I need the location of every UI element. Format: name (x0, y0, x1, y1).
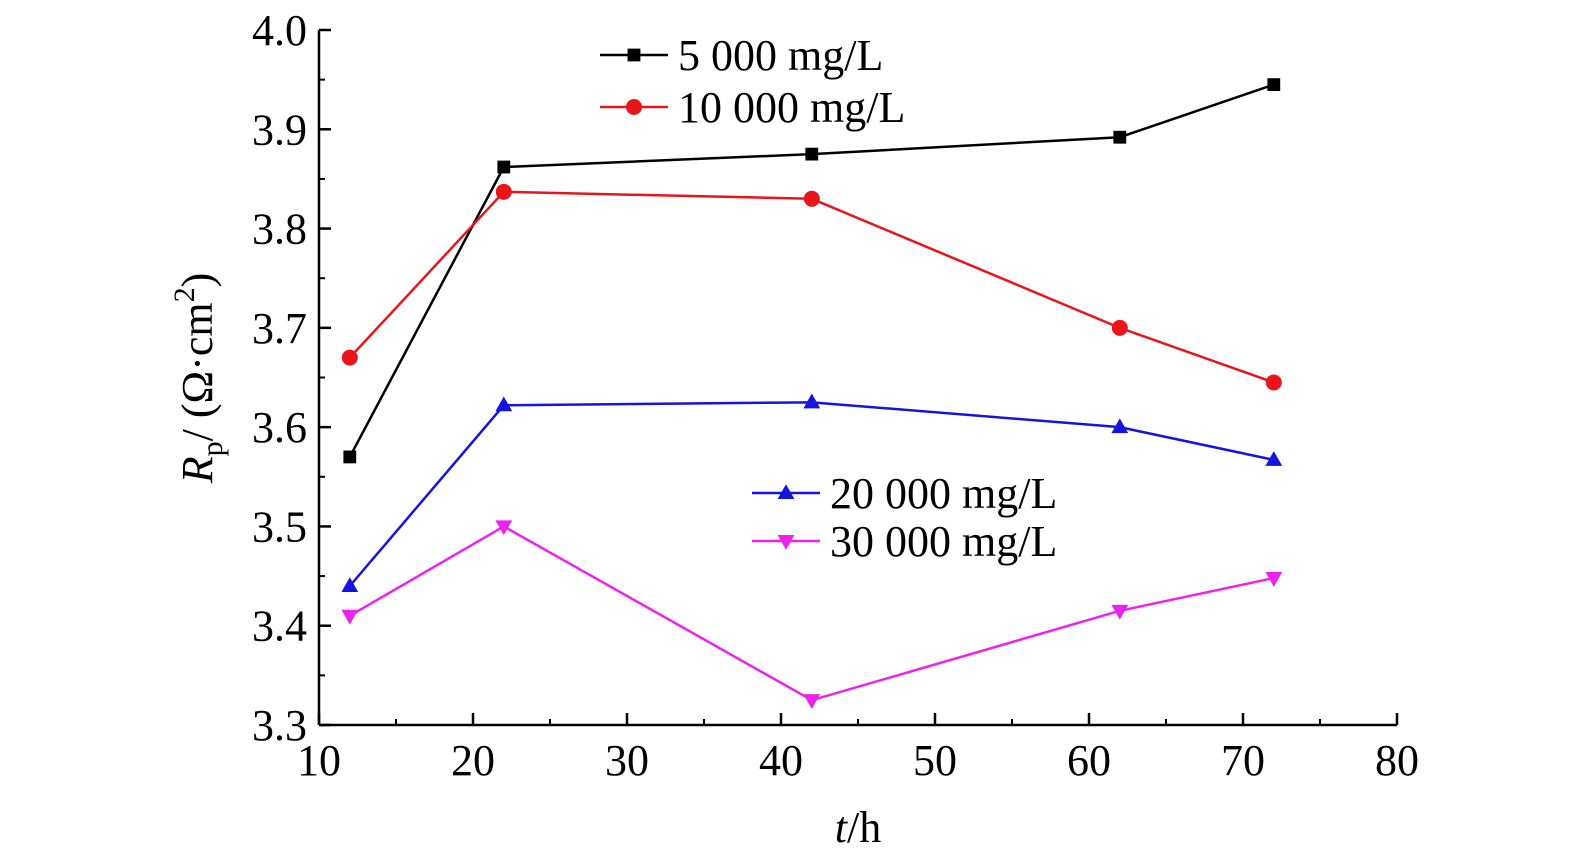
y-axis-unit-open: / (Ω·cm (173, 302, 222, 441)
y-axis-unit-close: ) (173, 273, 222, 288)
legend-entry: 30 000 mg/L (752, 517, 1057, 566)
x-tick-label: 50 (913, 736, 957, 785)
legend-marker (777, 535, 795, 550)
legend-label: 5 000 mg/L (678, 31, 883, 80)
y-axis-superscript: 2 (168, 287, 201, 302)
x-axis-ticks: 10 20 30 40 50 60 70 80 (297, 713, 1419, 785)
y-axis-subscript: p (196, 441, 229, 456)
series-line (348, 190, 1275, 384)
data-point (1265, 374, 1282, 391)
legend-layer: 5 000 mg/L10 000 mg/L 20 000 mg/L30 000 m… (600, 31, 1057, 566)
data-point (341, 349, 358, 366)
data-point (1113, 130, 1127, 144)
legend-1: 5 000 mg/L10 000 mg/L (600, 31, 905, 132)
data-point (803, 393, 821, 409)
x-tick-label: 30 (605, 736, 649, 785)
y-tick-label: 3.8 (252, 205, 307, 254)
x-tick-label: 20 (451, 736, 495, 785)
y-tick-label: 4.0 (252, 6, 307, 55)
legend-entry: 10 000 mg/L (600, 83, 905, 132)
data-point (1111, 319, 1128, 336)
x-axis-title: t/h (835, 803, 881, 852)
data-point (341, 577, 359, 592)
y-axis-title: Rp/ (Ω·cm2) (168, 273, 229, 485)
legend-label: 10 000 mg/L (678, 83, 905, 132)
legend-entry: 5 000 mg/L (600, 31, 883, 80)
legend-marker (627, 48, 641, 62)
y-axis-ticks: 3.3 3.4 3.5 3.6 3.7 3.8 3.9 4.0 (252, 6, 331, 750)
data-point (1111, 418, 1129, 434)
data-point (805, 147, 819, 161)
series-2 (341, 183, 1282, 391)
x-tick-label: 40 (759, 736, 803, 785)
y-tick-label: 3.5 (252, 502, 307, 551)
legend-marker (777, 484, 795, 499)
y-tick-label: 3.4 (252, 602, 307, 651)
x-tick-label: 10 (297, 736, 341, 785)
data-point (495, 520, 513, 536)
y-tick-label: 3.7 (252, 304, 307, 353)
data-point (1265, 572, 1283, 587)
series-4 (341, 520, 1283, 709)
y-axis-variable: R (173, 456, 222, 484)
data-point (1265, 451, 1283, 466)
legend-label: 30 000 mg/L (830, 517, 1057, 566)
y-tick-label: 3.9 (252, 105, 307, 154)
data-point (497, 160, 511, 174)
data-point (1267, 78, 1281, 92)
data-point (343, 450, 357, 464)
series-1 (343, 78, 1281, 464)
data-point (495, 396, 513, 412)
legend-label: 20 000 mg/L (830, 469, 1057, 518)
legend-marker (626, 99, 642, 115)
data-point (495, 183, 512, 200)
series-3 (341, 393, 1283, 592)
chart-axes (317, 30, 1397, 727)
data-point (803, 190, 820, 207)
series-layer (341, 78, 1283, 709)
x-axis-unit: /h (847, 803, 881, 852)
series-line (349, 524, 1275, 702)
x-axis-variable: t (835, 803, 849, 852)
y-tick-label: 3.3 (252, 701, 307, 750)
x-tick-label: 60 (1067, 736, 1111, 785)
x-tick-label: 70 (1221, 736, 1265, 785)
y-tick-label: 3.6 (252, 403, 307, 452)
legend-entry: 20 000 mg/L (752, 469, 1057, 518)
legend-2: 20 000 mg/L30 000 mg/L (752, 469, 1057, 566)
x-tick-label: 80 (1375, 736, 1419, 785)
data-point (341, 609, 359, 625)
data-point (1111, 604, 1129, 620)
data-point (803, 694, 821, 709)
